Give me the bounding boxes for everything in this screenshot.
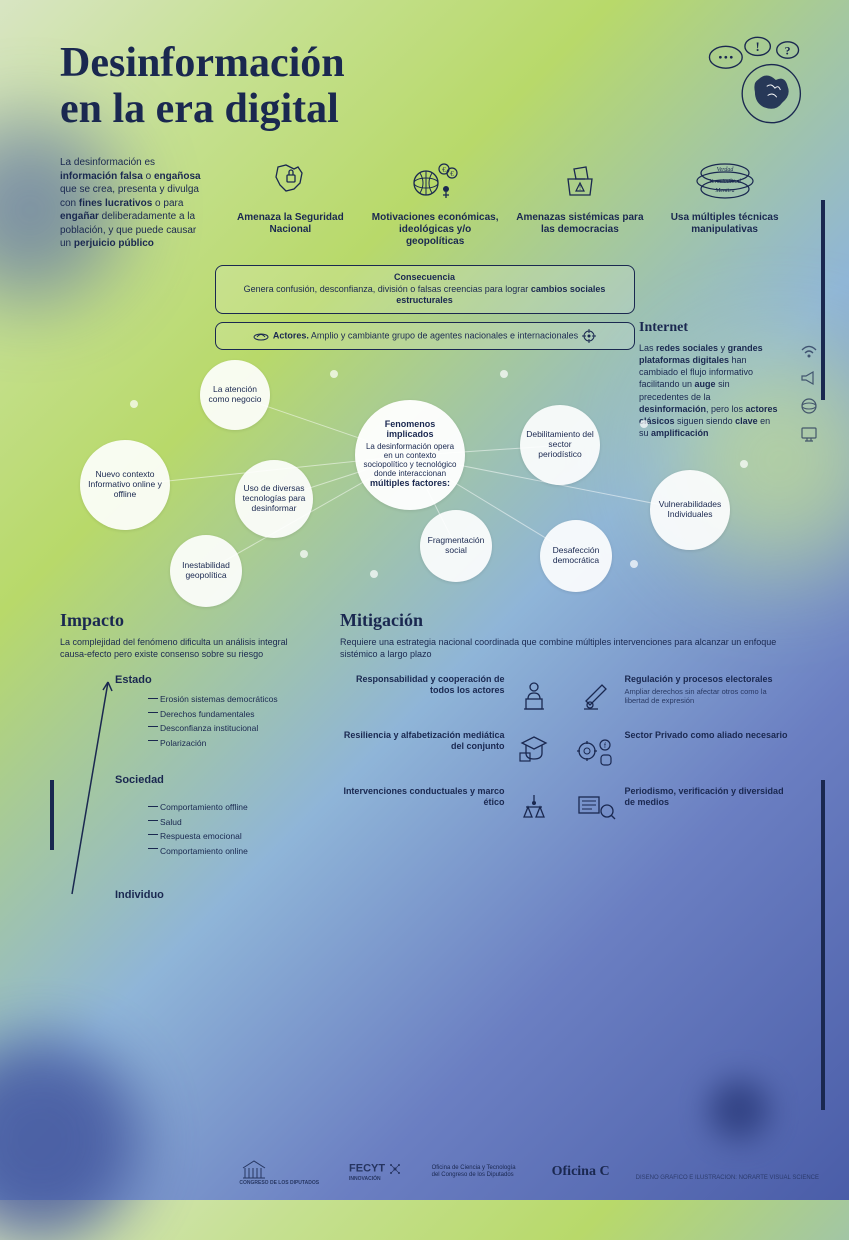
svg-text:!: ! — [756, 40, 760, 54]
mitigacion-title: Mitigación — [340, 610, 789, 631]
svg-text:f: f — [604, 743, 606, 750]
spain-shield-icon — [268, 159, 312, 203]
svg-text:Verdad: Verdad — [716, 167, 734, 173]
header: Desinformación en la era digital ! ? — [60, 40, 789, 156]
svg-text:Verosimilitud: Verosimilitud — [709, 179, 742, 185]
impacto-title: Impacto — [60, 610, 300, 631]
svg-text:Mentira: Mentira — [714, 188, 734, 194]
mitigacion-section: Mitigación Requiere una estrategia nacio… — [340, 610, 789, 914]
impacto-intro: La complejidad del fenómeno dificulta un… — [60, 637, 300, 660]
svg-text:€: € — [450, 170, 454, 178]
mid-boxes: Consecuencia Genera confusión, desconfia… — [215, 265, 635, 350]
title-line-2: en la era digital — [60, 86, 339, 132]
ladder-level: Individuo — [115, 889, 164, 901]
mitigation-item: Intervenciones conductuales y marco étic… — [340, 786, 555, 828]
brain-confusion-icon: ! ? — [679, 30, 809, 130]
network-node: La atención como negocio — [200, 360, 270, 430]
network-diagram: La atención como negocio Nuevo contexto I… — [60, 360, 789, 590]
monitor-icon — [799, 424, 819, 444]
feature-label: Amenaza la Seguridad Nacional — [226, 212, 355, 236]
ladder-level: Estado — [115, 674, 152, 686]
mitigacion-intro: Requiere una estrategia nacional coordin… — [340, 637, 789, 660]
feature-label: Usa múltiples técnicas manipulativas — [660, 212, 789, 236]
ballot-warning-icon: ! — [558, 159, 602, 203]
mitigation-icon — [575, 674, 617, 716]
wifi-icon — [799, 340, 819, 360]
mitigation-text: Periodismo, verificación y diversidad de… — [625, 786, 790, 808]
svg-text:!: ! — [579, 184, 581, 192]
internet-mini-icons — [799, 340, 819, 444]
network-node: Inestabilidad geopolítica — [170, 535, 242, 607]
mitigation-item: f Sector Privado como aliado necesario — [575, 730, 790, 772]
intro-text: La desinformación es información falsa o… — [60, 156, 210, 251]
mitigation-item: Resiliencia y alfabetización mediática d… — [340, 730, 555, 772]
feature-techniques: Verdad Verosimilitud Mentira Usa múltipl… — [660, 156, 789, 251]
page-title: Desinformación en la era digital — [60, 40, 345, 132]
mitigation-icon — [513, 730, 555, 772]
mitigation-item: Periodismo, verificación y diversidad de… — [575, 786, 790, 828]
mitigation-text: Sector Privado como aliado necesario — [625, 730, 788, 741]
mitigation-item: Regulación y procesos electoralesAmpliar… — [575, 674, 790, 716]
mitigation-text: Responsabilidad y cooperación de todos l… — [340, 674, 505, 696]
network-node: Debilitamiento del sector periodístico — [520, 405, 600, 485]
mitigation-grid: Responsabilidad y cooperación de todos l… — [340, 674, 789, 828]
network-node: Nuevo contexto Informativo online y offl… — [80, 440, 170, 530]
globe-money-icon: €€ — [410, 159, 460, 203]
intro-row: La desinformación es información falsa o… — [60, 156, 789, 251]
network-center-node: Fenomenos implicadosLa desinformación op… — [355, 400, 465, 510]
mitigation-icon — [575, 786, 617, 828]
ladder-items: Erosión sistemas democráticosDerechos fu… — [160, 692, 278, 750]
network-node: Uso de diversas tecnologías para desinfo… — [235, 460, 313, 538]
feature-label: Motivaciones económicas, ideológicas y/o… — [371, 212, 500, 248]
consecuencia-box: Consecuencia Genera confusión, desconfia… — [215, 265, 635, 314]
feature-motivations: €€ Motivaciones económicas, ideológicas … — [371, 156, 500, 251]
spy-icon — [252, 329, 270, 343]
feature-democracy: ! Amenazas sistémicas para las democraci… — [516, 156, 645, 251]
mitigation-text: Intervenciones conductuales y marco étic… — [340, 786, 505, 808]
svg-text:?: ? — [785, 44, 791, 58]
actores-box: Actores. Amplio y cambiante grupo de age… — [215, 322, 635, 350]
impact-ladder: Estado Erosión sistemas democráticosDerec… — [60, 674, 300, 914]
globe-small-icon — [799, 396, 819, 416]
network-node: Vulnerabilidades Individuales — [650, 470, 730, 550]
ladder-level: Sociedad — [115, 774, 164, 786]
ladder-arrow-icon — [60, 674, 120, 904]
internet-title: Internet — [639, 320, 819, 336]
ladder-items: Comportamiento offlineSaludRespuesta emo… — [160, 800, 248, 858]
mitigation-text: Regulación y procesos electoralesAmpliar… — [625, 674, 790, 705]
feature-security: Amenaza la Seguridad Nacional — [226, 156, 355, 251]
title-line-1: Desinformación — [60, 40, 345, 86]
mitigation-text: Resiliencia y alfabetización mediática d… — [340, 730, 505, 752]
feature-label: Amenazas sistémicas para las democracias — [516, 212, 645, 236]
network-node: Desafección democrática — [540, 520, 612, 592]
mitigation-icon — [513, 786, 555, 828]
impacto-section: Impacto La complejidad del fenómeno difi… — [60, 610, 300, 914]
network-node: Fragmentación social — [420, 510, 492, 582]
mitigation-icon: f — [575, 730, 617, 772]
target-icon — [581, 329, 597, 343]
megaphone-icon — [799, 368, 819, 388]
mitigation-item: Responsabilidad y cooperación de todos l… — [340, 674, 555, 716]
svg-text:€: € — [442, 166, 446, 174]
mitigation-icon — [513, 674, 555, 716]
venn-icon: Verdad Verosimilitud Mentira — [690, 157, 760, 205]
